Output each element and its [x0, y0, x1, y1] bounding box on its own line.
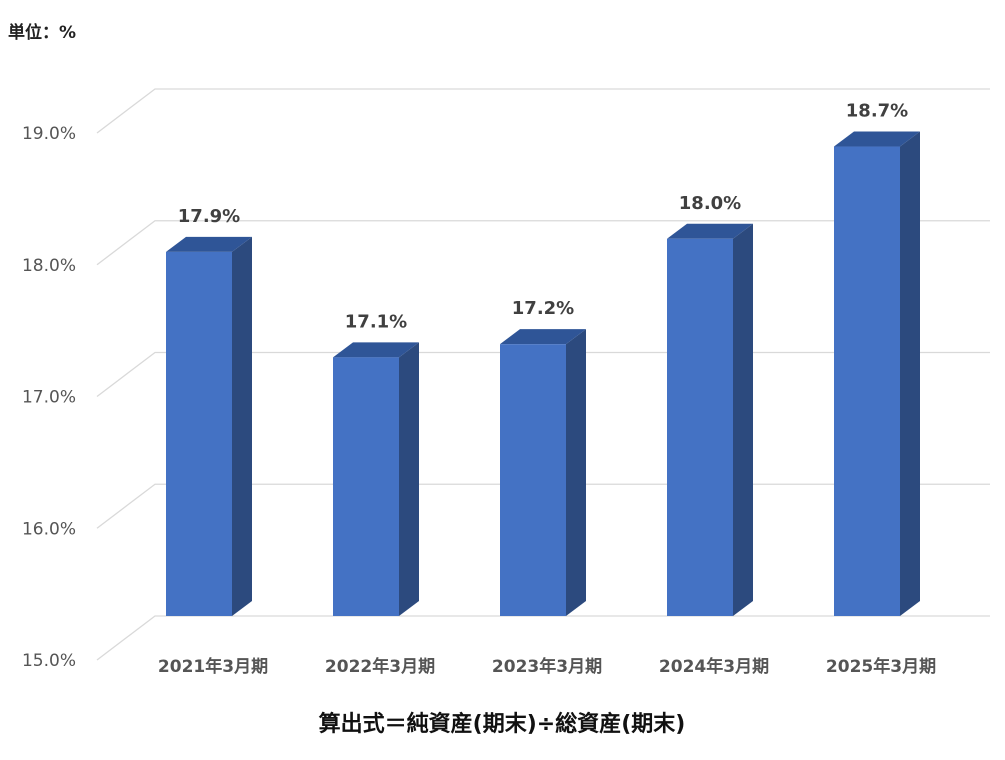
bar-front-face	[166, 251, 232, 617]
x-tick-label: 2025年3月期	[826, 656, 936, 677]
bar	[166, 236, 252, 617]
bar-top-face	[333, 342, 419, 358]
y-tick-label: 18.0%	[22, 256, 76, 276]
y-tick-label: 17.0%	[22, 388, 76, 408]
bar-side-face	[900, 131, 920, 616]
x-tick-label: 2024年3月期	[659, 656, 769, 677]
gridline	[96, 615, 990, 661]
bar	[333, 342, 419, 616]
bars	[166, 131, 920, 617]
data-label: 17.9%	[178, 206, 240, 227]
data-labels: 17.9% 17.1% 17.2% 18.0% 18.7%	[178, 101, 908, 333]
bar-top-face	[667, 223, 753, 239]
bar-top-face	[500, 329, 586, 345]
bar-top-face	[166, 236, 252, 252]
data-label: 18.7%	[846, 101, 908, 122]
bar	[834, 131, 920, 616]
bar-side-face	[399, 342, 419, 616]
data-label: 17.2%	[512, 298, 574, 319]
x-tick-label: 2023年3月期	[492, 656, 602, 677]
bar-side-face	[566, 329, 586, 616]
y-tick-label: 15.0%	[22, 651, 76, 671]
bar	[667, 223, 753, 616]
bar-front-face	[500, 344, 566, 616]
x-tick-label: 2022年3月期	[325, 656, 435, 677]
x-tick-label: 2021年3月期	[158, 656, 268, 677]
x-axis-ticks: 2021年3月期 2022年3月期 2023年3月期 2024年3月期 2025年3月期	[158, 656, 936, 677]
unit-label: 単位：%	[8, 22, 76, 43]
data-label: 18.0%	[679, 193, 741, 214]
bar-side-face	[232, 236, 252, 617]
formula-text: 算出式＝純資産(期末)÷総資産(期末)	[319, 711, 686, 737]
bar-front-face	[667, 238, 733, 616]
y-tick-label: 19.0%	[22, 124, 76, 144]
data-label: 17.1%	[345, 311, 407, 332]
bar	[500, 329, 586, 616]
gridline	[96, 220, 990, 266]
bar-top-face	[834, 131, 920, 147]
bar-front-face	[834, 146, 900, 616]
bar-front-face	[333, 357, 399, 616]
gridline	[96, 88, 990, 134]
y-tick-label: 16.0%	[22, 519, 76, 539]
bar-side-face	[733, 223, 753, 616]
y-axis-ticks: 15.0% 16.0% 17.0% 18.0% 19.0%	[22, 124, 76, 671]
